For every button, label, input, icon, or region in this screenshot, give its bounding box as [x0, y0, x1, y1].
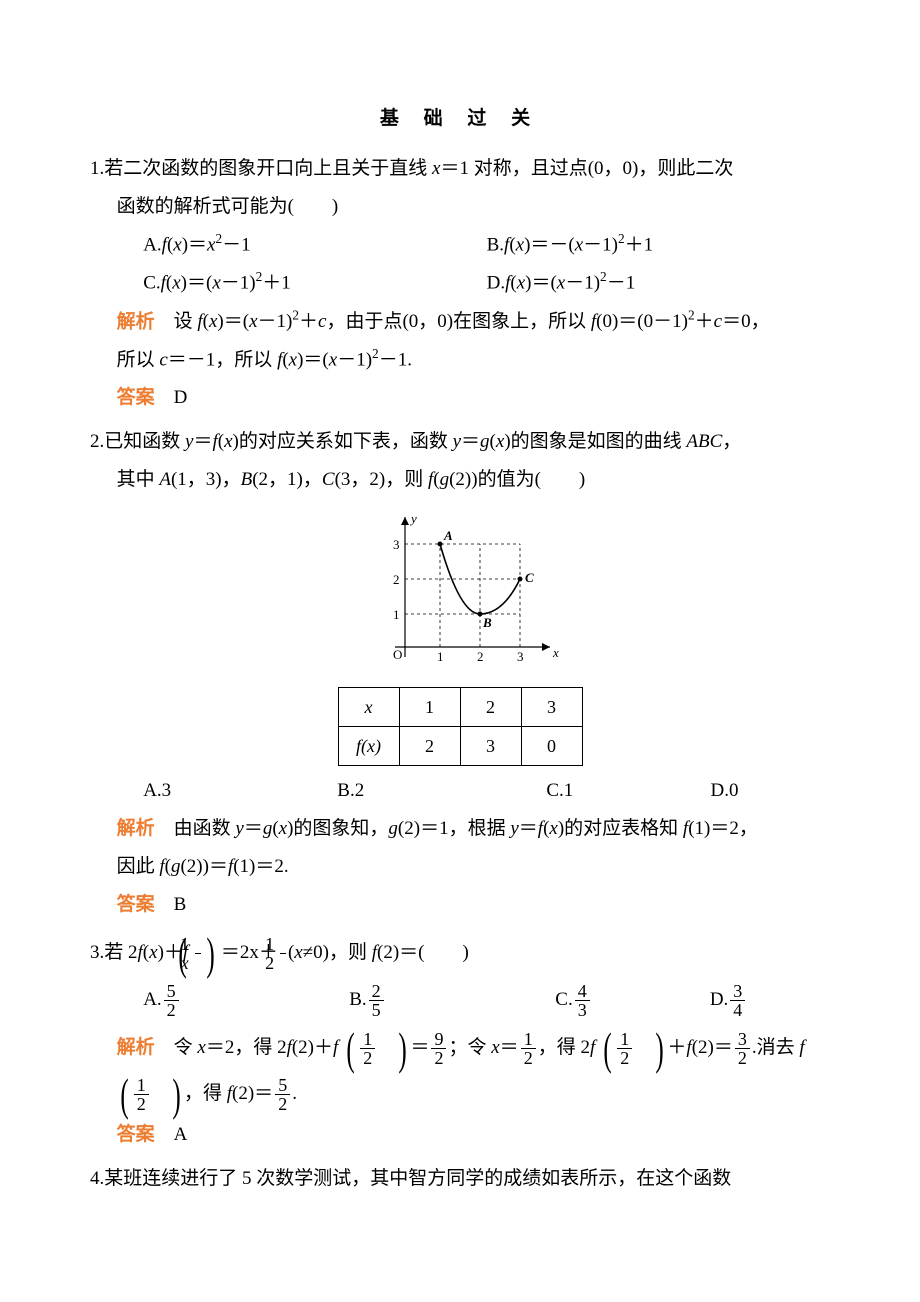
y-axis-label: y [409, 511, 417, 526]
table-cell: 2 [399, 727, 460, 766]
q1-options: A.f(x)＝x2－1 B.f(x)＝－(x－1)2＋1 [143, 226, 830, 264]
q1-number: 1. [90, 158, 104, 179]
table-cell: 1 [399, 688, 460, 727]
q3-option-a: A.52 [143, 982, 349, 1019]
q1-option-a: A.f(x)＝x2－1 [143, 226, 486, 264]
q2-explain: 解析 由函数 y＝g(x)的图象知，g(2)＝1，根据 y＝f(x)的对应表格知… [117, 810, 830, 848]
explain-label: 解析 [117, 818, 155, 839]
q2-option-d: D.0 [711, 772, 830, 810]
table-header-x: x [338, 688, 399, 727]
q3-explain: 解析 令 x＝2，得 2f(2)＋f (12)＝92；令 x＝12，得 2f (… [117, 1025, 830, 1071]
q1-answer-value: D [155, 387, 188, 408]
q2-explain-l2: 因此 f(g(2))＝f(1)＝2. [117, 848, 830, 886]
answer-label: 答案 [117, 387, 155, 408]
origin-label: O [393, 647, 402, 662]
q4-number: 4. [90, 1168, 104, 1189]
svg-text:1: 1 [393, 607, 400, 622]
q2-option-b: B.2 [337, 772, 546, 810]
q3-answer-value: A [155, 1124, 188, 1145]
q1-stem: 1.若二次函数的图象开口向上且关于直线 x＝1 对称，且过点(0，0)，则此二次 [90, 150, 830, 188]
q3-stem: 3.若 2f(x)＋f (1x)＝2x＋12(x≠0)，则 f(2)＝( ) [90, 930, 830, 976]
table-cell: 0 [521, 727, 582, 766]
q2-answer-value: B [155, 894, 187, 915]
svg-text:C: C [525, 570, 534, 585]
q2-number: 2. [90, 431, 104, 452]
q4-text: 某班连续进行了 5 次数学测试，其中智方同学的成绩如表所示，在这个函数 [104, 1168, 731, 1189]
q3-option-b: B.25 [349, 982, 555, 1019]
page-title: 基 础 过 关 [90, 100, 830, 138]
q3-number: 3. [90, 942, 104, 963]
explain-label: 解析 [117, 311, 155, 332]
svg-text:2: 2 [393, 572, 400, 587]
table-cell: 3 [521, 688, 582, 727]
q2-option-a: A.3 [143, 772, 337, 810]
q1-option-b: B.f(x)＝－(x－1)2＋1 [487, 226, 830, 264]
q3-options: A.52 B.25 C.43 D.34 [143, 982, 830, 1019]
explain-label: 解析 [117, 1037, 155, 1058]
q3-option-d: D.34 [710, 982, 830, 1019]
table-cell: 3 [460, 727, 521, 766]
q1-option-d: D.f(x)＝(x－1)2－1 [487, 264, 830, 302]
table-header-fx: f(x) [338, 727, 399, 766]
svg-text:B: B [482, 615, 492, 630]
table-cell: 2 [460, 688, 521, 727]
q2-options: A.3 B.2 C.1 D.0 [143, 772, 830, 810]
q2-stem-l2: 其中 A(1，3)，B(2，1)，C(3，2)，则 f(g(2))的值为( ) [117, 461, 830, 499]
answer-label: 答案 [117, 894, 155, 915]
q2-graph: O x y 1 2 3 1 2 3 [90, 507, 830, 681]
q3-answer: 答案 A [117, 1116, 830, 1154]
q4-stem: 4.某班连续进行了 5 次数学测试，其中智方同学的成绩如表所示，在这个函数 [90, 1160, 830, 1198]
q1-option-c: C.f(x)＝(x－1)2＋1 [143, 264, 486, 302]
q1-explain: 解析 设 f(x)＝(x－1)2＋c，由于点(0，0)在图象上，所以 f(0)＝… [117, 303, 830, 341]
svg-text:2: 2 [477, 649, 484, 664]
q1-answer: 答案 D [117, 379, 830, 417]
svg-text:3: 3 [517, 649, 524, 664]
q1-options-row2: C.f(x)＝(x－1)2＋1 D.f(x)＝(x－1)2－1 [143, 264, 830, 302]
svg-text:1: 1 [437, 649, 444, 664]
svg-text:A: A [443, 528, 453, 543]
q3-explain-l2: (12)，得 f(2)＝52. [117, 1071, 830, 1117]
answer-label: 答案 [117, 1124, 155, 1145]
q2-table: x 1 2 3 f(x) 2 3 0 [338, 687, 583, 766]
q1-stem-line2: 函数的解析式可能为( ) [117, 188, 830, 226]
q2-answer: 答案 B [117, 886, 830, 924]
q1-explain-l2: 所以 c＝－1，所以 f(x)＝(x－1)2－1. [117, 341, 830, 379]
q2-stem: 2.已知函数 y＝f(x)的对应关系如下表，函数 y＝g(x)的图象是如图的曲线… [90, 423, 830, 461]
q3-option-c: C.43 [555, 982, 710, 1019]
q2-option-c: C.1 [546, 772, 710, 810]
svg-text:3: 3 [393, 537, 400, 552]
x-axis-label: x [552, 645, 559, 660]
